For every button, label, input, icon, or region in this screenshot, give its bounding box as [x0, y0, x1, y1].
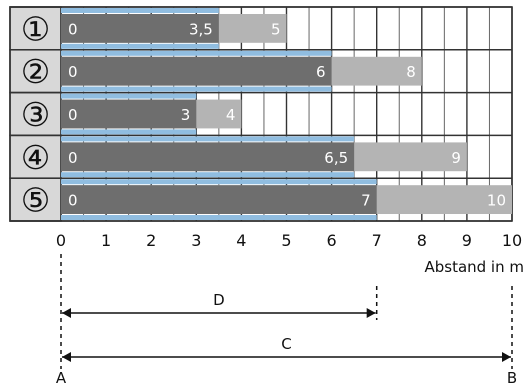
- row-2-top-stripe: [61, 50, 332, 56]
- x-tick-label-10: 10: [502, 231, 522, 250]
- x-tick-label-9: 9: [462, 231, 472, 250]
- x-tick-label-6: 6: [327, 231, 337, 250]
- start-label-4: 0: [68, 149, 78, 167]
- row-label-box-1: [9, 6, 62, 51]
- start-label-3: 0: [68, 106, 78, 124]
- start-label-5: 0: [68, 192, 78, 210]
- inner-value-label-3: 3: [181, 106, 191, 124]
- row-5-bottom-stripe: [61, 215, 377, 220]
- x-tick-label-2: 2: [146, 231, 156, 250]
- outer-value-label-4: 9: [451, 149, 461, 167]
- inner-value-label-5: 7: [361, 192, 371, 210]
- row-4-top-stripe: [61, 136, 355, 142]
- row-4-bottom-stripe: [61, 172, 355, 178]
- start-label-2: 0: [68, 63, 78, 81]
- x-tick-label-7: 7: [372, 231, 382, 250]
- row-label-box-3: [9, 91, 62, 137]
- marker-label-a: A: [56, 369, 67, 387]
- chart-frame: [9, 6, 513, 222]
- row-5-top-stripe: [61, 179, 377, 185]
- row-1-bottom-stripe: [61, 43, 219, 49]
- x-tick-label-0: 0: [56, 231, 66, 250]
- bars-layer: [61, 8, 512, 220]
- x-tick-label-3: 3: [191, 231, 201, 250]
- outer-value-label-5: 10: [487, 192, 506, 210]
- axis-layer: 0 1 2 3 4 5 6 7 8 9 10 Abstand in m: [56, 231, 524, 276]
- grid-layer: [9, 6, 513, 222]
- span-d-right-arrow: [366, 308, 376, 318]
- row-2-bottom-stripe: [61, 86, 332, 92]
- span-d-left-arrow: [62, 308, 71, 318]
- x-tick-label-1: 1: [101, 231, 111, 250]
- start-label-1: 0: [68, 20, 78, 38]
- x-tick-label-5: 5: [281, 231, 291, 250]
- inner-bar-2: [61, 56, 332, 86]
- annotation-layer: D C A B: [56, 254, 517, 387]
- inner-bar-5: [61, 185, 377, 214]
- inner-value-label-1: 3,5: [189, 20, 213, 38]
- inner-bar-1: [61, 14, 219, 43]
- outer-value-label-3: 4: [226, 106, 236, 124]
- marker-label-b: B: [507, 369, 517, 387]
- span-c-right-arrow: [502, 352, 511, 362]
- inner-value-label-2: 6: [316, 63, 326, 81]
- span-label-c: C: [281, 335, 291, 353]
- inner-bar-3: [61, 99, 197, 129]
- x-tick-label-4: 4: [236, 231, 246, 250]
- row-label-5: ⑤: [21, 181, 51, 220]
- outer-value-label-2: 8: [406, 63, 416, 81]
- row-3-bottom-stripe: [61, 129, 197, 135]
- inner-value-label-4: 6,5: [324, 149, 348, 167]
- span-label-d: D: [213, 291, 225, 309]
- x-tick-label-8: 8: [417, 231, 427, 250]
- span-c-left-arrow: [62, 352, 71, 362]
- row-label-3: ③: [21, 95, 51, 134]
- x-axis-label: Abstand in m: [424, 258, 524, 276]
- row-label-4: ④: [21, 138, 51, 177]
- row-label-2: ②: [21, 52, 51, 91]
- row-label-1: ①: [21, 9, 51, 48]
- row-3-top-stripe: [61, 93, 197, 99]
- row-1-top-stripe: [61, 8, 219, 13]
- outer-value-label-1: 5: [271, 20, 281, 38]
- inner-bar-4: [61, 142, 355, 172]
